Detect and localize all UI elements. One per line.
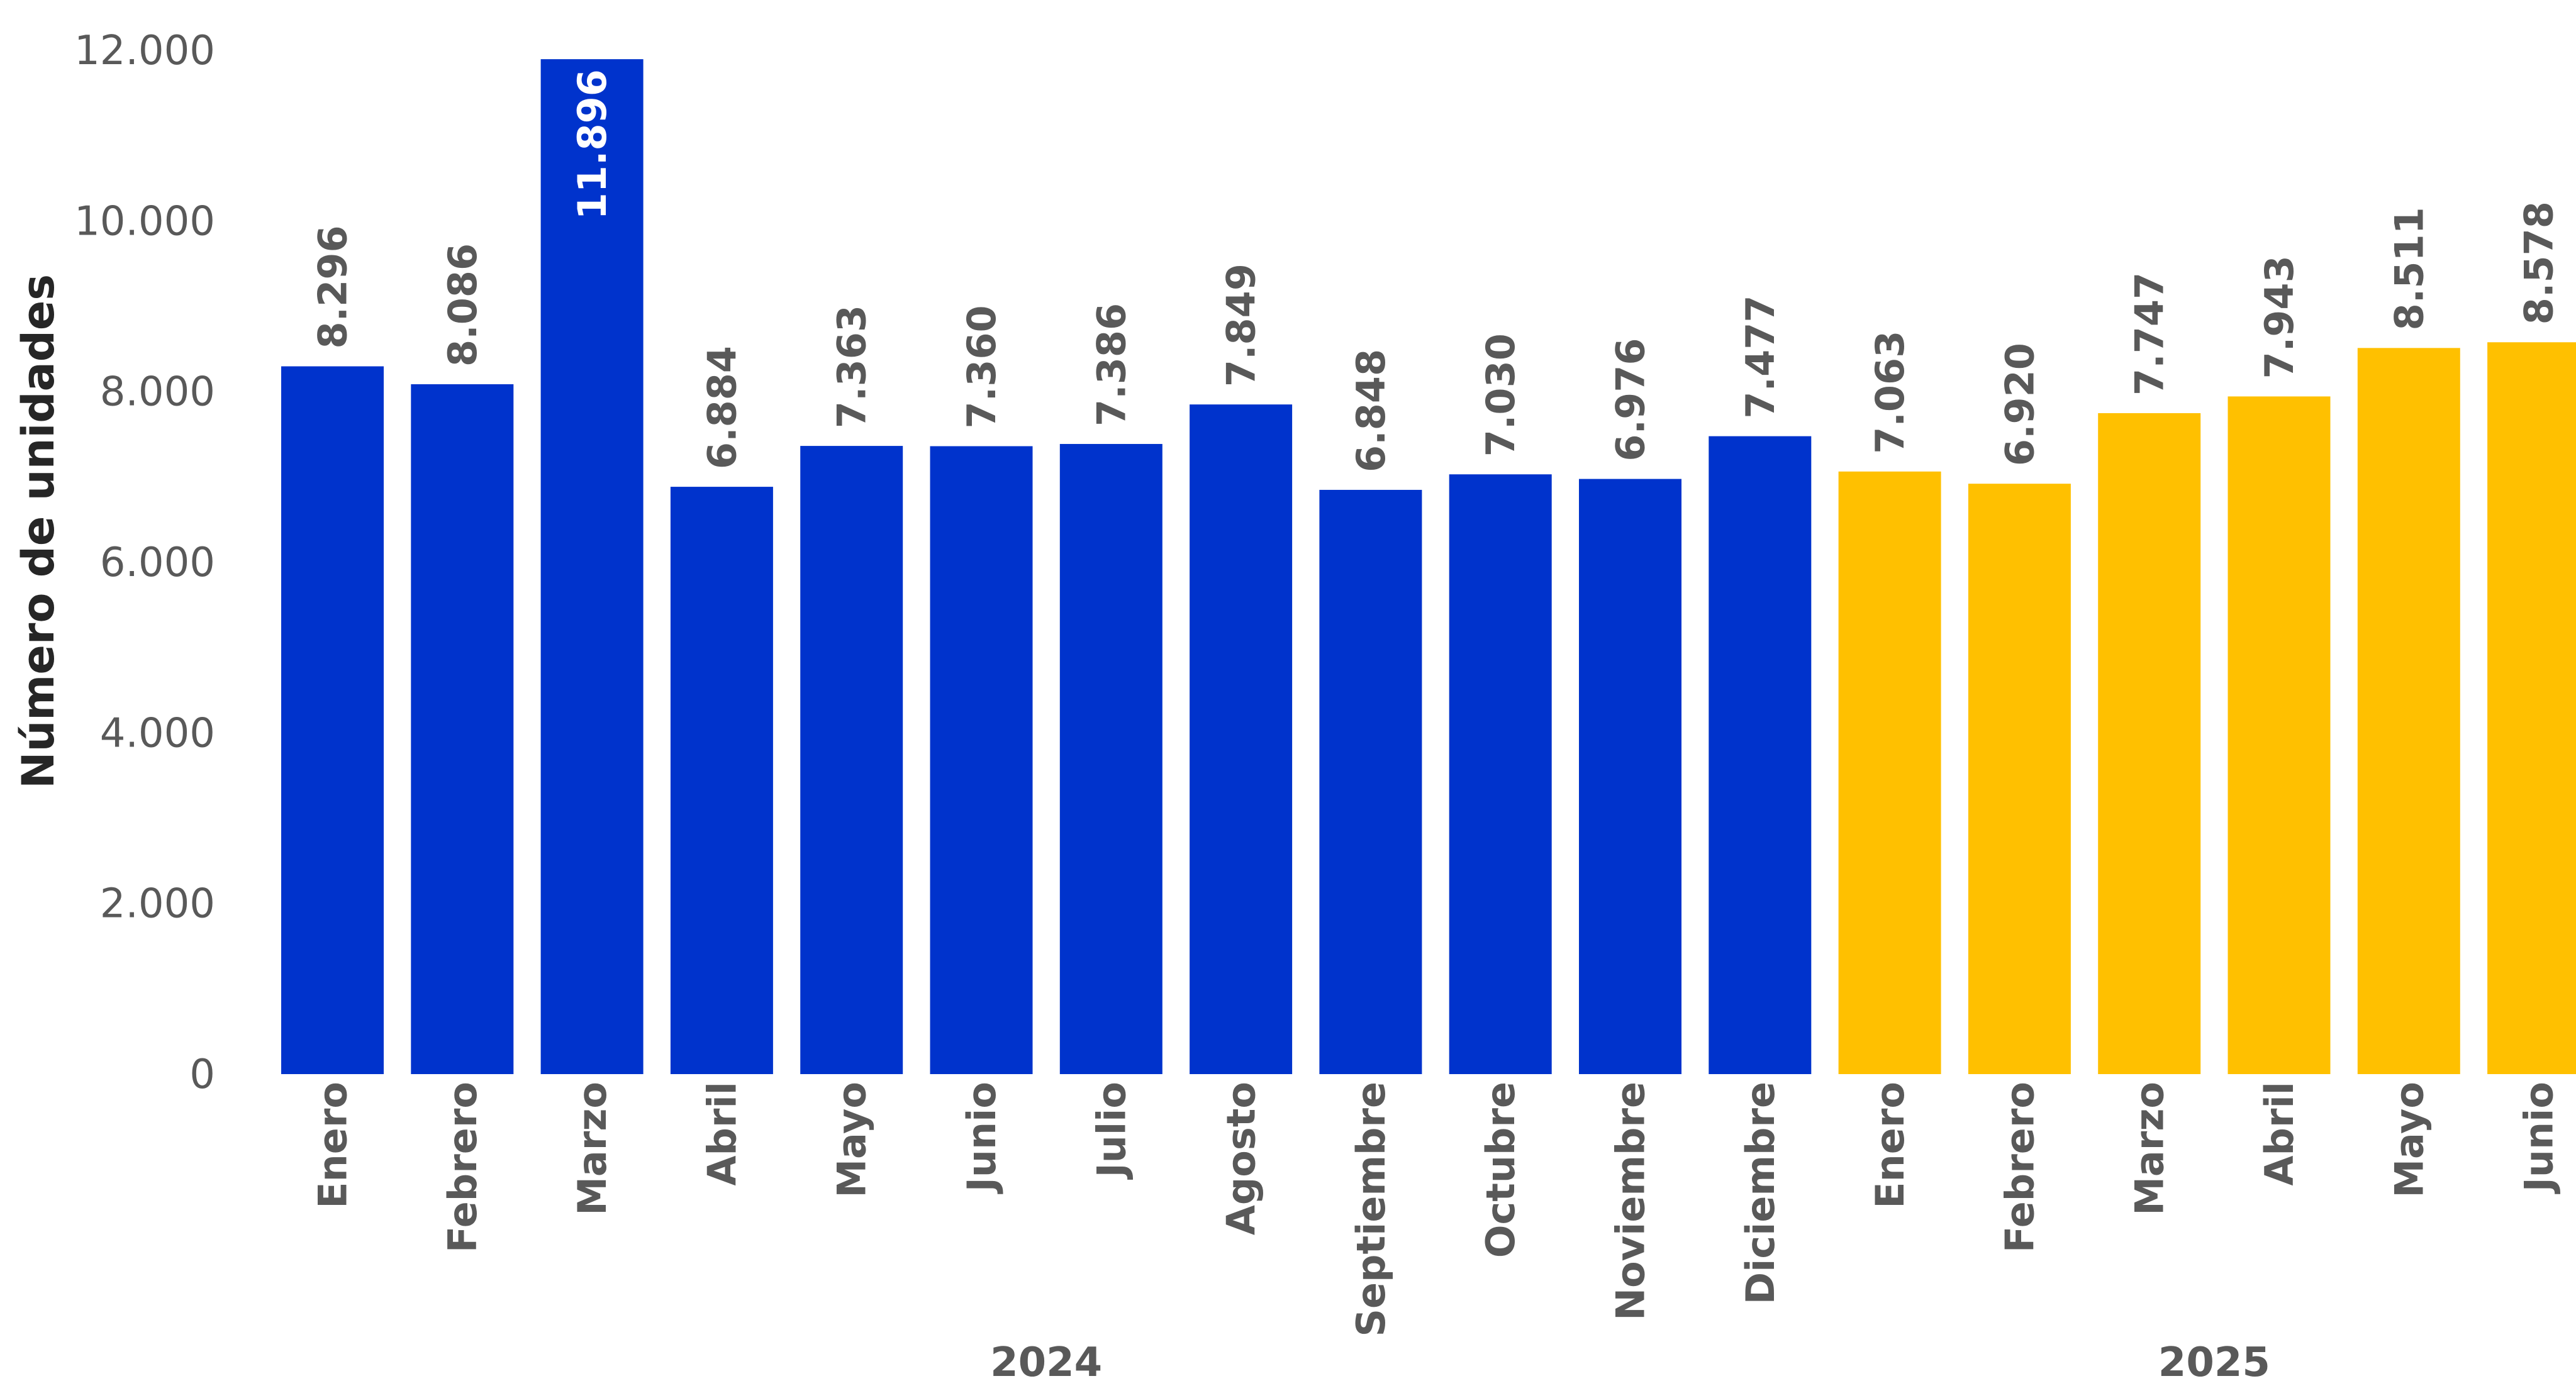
bar [2228, 396, 2331, 1074]
x-tick-label: Junio [2516, 1082, 2562, 1194]
bar [1968, 484, 2071, 1074]
bar [2487, 342, 2576, 1074]
data-labels: 8.296 8.086 11.896 6.884 7.363 7.360 7.386 7.84… [310, 69, 2562, 472]
data-label: 6.848 [1348, 349, 1394, 472]
x-tick-label: Julio [1088, 1082, 1134, 1180]
bar [1319, 489, 1422, 1074]
data-label: 6.920 [1997, 343, 2043, 466]
x-tick-label: Junio [959, 1082, 1005, 1194]
year-group-label: 2025 [2158, 1339, 2270, 1381]
data-label: 7.747 [2127, 272, 2173, 396]
data-label: 7.360 [959, 305, 1005, 428]
data-label: 7.386 [1088, 303, 1134, 426]
x-tick-label: Abril [2256, 1082, 2302, 1185]
data-label: 7.063 [1867, 331, 1913, 454]
data-label: 7.849 [1218, 263, 1264, 387]
bar [540, 59, 644, 1074]
x-tick-label: Agosto [1218, 1082, 1264, 1235]
x-tick-label: Diciembre [1737, 1082, 1783, 1304]
bar [1838, 471, 1941, 1074]
data-label: 7.477 [1737, 295, 1783, 418]
data-label: 8.578 [2516, 201, 2562, 324]
bar [930, 446, 1033, 1074]
y-tick-label: 10.000 [74, 198, 215, 245]
data-label: 7.943 [2256, 255, 2302, 379]
x-tick-label: Marzo [569, 1082, 615, 1216]
x-tick-label: Marzo [2127, 1082, 2173, 1216]
data-label: 6.976 [1608, 338, 1654, 461]
y-tick-label: 0 [189, 1051, 215, 1098]
data-label: 8.296 [310, 225, 356, 348]
bar [411, 384, 514, 1075]
x-tick-label: Noviembre [1608, 1082, 1654, 1321]
bar [1709, 436, 1812, 1074]
y-tick-label: 6.000 [100, 540, 215, 586]
y-tick-label: 12.000 [74, 28, 215, 74]
data-label: 8.086 [440, 243, 486, 367]
data-label: 7.030 [1478, 333, 1524, 457]
x-tick-label: Enero [1867, 1082, 1913, 1209]
x-tick-label: Septiembre [1348, 1082, 1394, 1337]
x-axis: Enero Febrero Marzo Abril Mayo Junio Julio Agos… [310, 1082, 2562, 1337]
bar [1059, 443, 1163, 1074]
x-tick-label: Octubre [1478, 1082, 1524, 1258]
bar [2098, 413, 2201, 1074]
y-axis-title: Número de unidades [13, 274, 64, 789]
data-label: 7.363 [829, 305, 875, 428]
x-tick-label: Mayo [2386, 1082, 2432, 1198]
bars [281, 59, 2576, 1075]
x-tick-label: Enero [310, 1082, 356, 1209]
bar [2357, 348, 2460, 1074]
bar [800, 446, 903, 1074]
bar [1190, 404, 1293, 1074]
x-tick-label: Febrero [440, 1082, 486, 1253]
bar [1449, 474, 1552, 1074]
bar [281, 366, 384, 1075]
bar [1579, 479, 1681, 1074]
x-tick-label: Abril [699, 1082, 745, 1185]
y-tick-label: 2.000 [100, 881, 215, 928]
y-axis: 0 2.000 4.000 6.000 8.000 10.000 12.000 [74, 28, 215, 1098]
group-labels: 2024 2025 [990, 1339, 2270, 1381]
bar [670, 487, 773, 1074]
x-tick-label: Febrero [1997, 1082, 2043, 1253]
data-label: 8.511 [2386, 207, 2432, 330]
data-label: 11.896 [569, 69, 615, 219]
x-tick-label: Mayo [829, 1082, 875, 1198]
y-tick-label: 4.000 [100, 710, 215, 757]
y-tick-label: 8.000 [100, 369, 215, 416]
year-group-label: 2024 [990, 1339, 1102, 1381]
data-label: 6.884 [699, 346, 745, 469]
